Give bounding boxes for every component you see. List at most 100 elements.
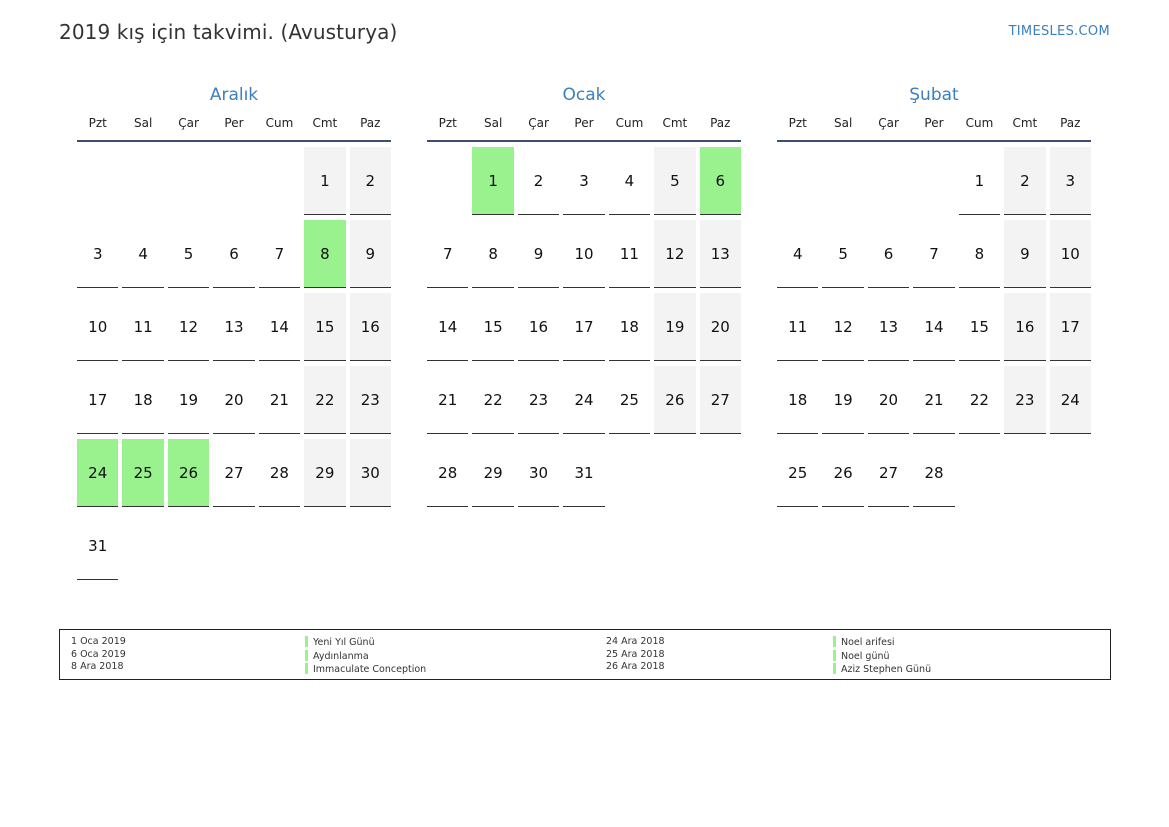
day-cell[interactable]: 15 bbox=[304, 293, 346, 361]
day-cell[interactable]: 10 bbox=[77, 293, 119, 361]
day-cell[interactable]: 4 bbox=[777, 220, 819, 288]
day-cell[interactable]: 6 bbox=[213, 220, 255, 288]
day-cell[interactable]: 13 bbox=[699, 220, 741, 288]
day-cell[interactable]: 5 bbox=[167, 220, 210, 288]
day-cell[interactable]: 25 bbox=[608, 366, 651, 434]
day-cell-holiday[interactable]: 6 bbox=[699, 147, 741, 215]
day-cell[interactable]: 16 bbox=[1004, 293, 1046, 361]
day-cell[interactable]: 24 bbox=[563, 366, 605, 434]
day-cell[interactable]: 27 bbox=[699, 366, 741, 434]
day-cell[interactable]: 26 bbox=[822, 439, 864, 507]
day-cell[interactable]: 17 bbox=[1049, 293, 1091, 361]
day-cell[interactable]: 22 bbox=[472, 366, 514, 434]
day-cell[interactable]: 9 bbox=[349, 220, 391, 288]
day-cell[interactable]: 22 bbox=[304, 366, 346, 434]
day-cell[interactable]: 14 bbox=[258, 293, 301, 361]
day-cell[interactable]: 27 bbox=[213, 439, 255, 507]
day-cell[interactable]: 8 bbox=[472, 220, 514, 288]
day-cell[interactable]: 28 bbox=[913, 439, 955, 507]
day-cell[interactable]: 14 bbox=[913, 293, 955, 361]
day-cell[interactable]: 3 bbox=[563, 147, 605, 215]
day-cell[interactable]: 9 bbox=[1004, 220, 1046, 288]
day-cell[interactable]: 12 bbox=[167, 293, 210, 361]
day-cell[interactable]: 15 bbox=[472, 293, 514, 361]
day-cell[interactable]: 7 bbox=[427, 220, 469, 288]
day-cell[interactable]: 29 bbox=[472, 439, 514, 507]
day-cell[interactable]: 2 bbox=[517, 147, 560, 215]
day-cell[interactable]: 13 bbox=[867, 293, 910, 361]
day-cell[interactable]: 4 bbox=[608, 147, 651, 215]
day-cell[interactable]: 20 bbox=[699, 293, 741, 361]
day-cell[interactable]: 15 bbox=[958, 293, 1001, 361]
empty-cell bbox=[168, 147, 209, 215]
day-cell[interactable]: 24 bbox=[1049, 366, 1091, 434]
day-cell[interactable]: 17 bbox=[77, 366, 119, 434]
day-cell[interactable]: 17 bbox=[563, 293, 605, 361]
day-cell[interactable]: 5 bbox=[654, 147, 696, 215]
day-cell[interactable]: 21 bbox=[258, 366, 301, 434]
day-grid: 1 2 3 4 5 6 7 8 9 10 11 12 13 14 15 16 17 18 19 20 21 22 23 24 2… bbox=[77, 142, 391, 585]
day-cell[interactable]: 12 bbox=[822, 293, 864, 361]
legend-item: Aydınlanma bbox=[305, 649, 426, 664]
day-cell[interactable]: 2 bbox=[349, 147, 391, 215]
day-cell[interactable]: 21 bbox=[913, 366, 955, 434]
month-name: Ocak bbox=[562, 85, 606, 105]
day-cell[interactable]: 27 bbox=[867, 439, 910, 507]
day-cell[interactable]: 4 bbox=[122, 220, 164, 288]
day-cell[interactable]: 28 bbox=[427, 439, 469, 507]
day-cell-holiday[interactable]: 25 bbox=[122, 439, 164, 507]
day-cell[interactable]: 19 bbox=[167, 366, 210, 434]
weekday-label: Pzt bbox=[438, 116, 457, 130]
day-cell[interactable]: 7 bbox=[913, 220, 955, 288]
day-cell[interactable]: 22 bbox=[958, 366, 1001, 434]
day-cell[interactable]: 23 bbox=[349, 366, 391, 434]
day-cell[interactable]: 6 bbox=[867, 220, 910, 288]
day-cell[interactable]: 18 bbox=[608, 293, 651, 361]
day-cell[interactable]: 12 bbox=[654, 220, 696, 288]
day-cell[interactable]: 3 bbox=[1049, 147, 1091, 215]
day-cell-holiday[interactable]: 24 bbox=[77, 439, 119, 507]
day-cell[interactable]: 11 bbox=[777, 293, 819, 361]
day-cell[interactable]: 20 bbox=[213, 366, 255, 434]
day-cell[interactable]: 7 bbox=[258, 220, 301, 288]
legend-name: Yeni Yıl Günü bbox=[313, 637, 375, 648]
day-cell[interactable]: 9 bbox=[517, 220, 560, 288]
day-cell[interactable]: 2 bbox=[1004, 147, 1046, 215]
day-cell[interactable]: 28 bbox=[258, 439, 301, 507]
day-cell[interactable]: 3 bbox=[77, 220, 119, 288]
day-cell[interactable]: 16 bbox=[517, 293, 560, 361]
day-cell[interactable]: 14 bbox=[427, 293, 469, 361]
day-cell[interactable]: 1 bbox=[958, 147, 1001, 215]
day-cell[interactable]: 30 bbox=[517, 439, 560, 507]
day-cell[interactable]: 11 bbox=[122, 293, 164, 361]
day-cell[interactable]: 16 bbox=[349, 293, 391, 361]
day-cell[interactable]: 23 bbox=[1004, 366, 1046, 434]
legend-date: 26 Ara 2018 bbox=[606, 661, 665, 672]
day-cell[interactable]: 25 bbox=[777, 439, 819, 507]
day-cell[interactable]: 31 bbox=[563, 439, 605, 507]
day-cell[interactable]: 19 bbox=[654, 293, 696, 361]
day-cell-holiday[interactable]: 1 bbox=[472, 147, 514, 215]
day-cell[interactable]: 29 bbox=[304, 439, 346, 507]
day-cell[interactable]: 18 bbox=[122, 366, 164, 434]
day-cell[interactable]: 10 bbox=[1049, 220, 1091, 288]
site-link[interactable]: TIMESLES.COM bbox=[1008, 24, 1110, 39]
day-cell[interactable]: 8 bbox=[958, 220, 1001, 288]
day-cell[interactable]: 18 bbox=[777, 366, 819, 434]
weekday-label: Çar bbox=[878, 116, 899, 130]
day-cell[interactable]: 10 bbox=[563, 220, 605, 288]
day-cell[interactable]: 23 bbox=[517, 366, 560, 434]
day-cell-holiday[interactable]: 26 bbox=[167, 439, 210, 507]
day-cell-holiday[interactable]: 8 bbox=[304, 220, 346, 288]
day-cell[interactable]: 11 bbox=[608, 220, 651, 288]
day-cell[interactable]: 21 bbox=[427, 366, 469, 434]
day-cell[interactable]: 20 bbox=[867, 366, 910, 434]
day-cell[interactable]: 13 bbox=[213, 293, 255, 361]
day-cell[interactable]: 26 bbox=[654, 366, 696, 434]
day-cell[interactable]: 31 bbox=[77, 512, 119, 580]
day-cell[interactable]: 5 bbox=[822, 220, 864, 288]
day-cell[interactable]: 1 bbox=[304, 147, 346, 215]
day-cell[interactable]: 30 bbox=[349, 439, 391, 507]
day-cell[interactable]: 19 bbox=[822, 366, 864, 434]
legend-name: Immaculate Conception bbox=[313, 664, 427, 675]
